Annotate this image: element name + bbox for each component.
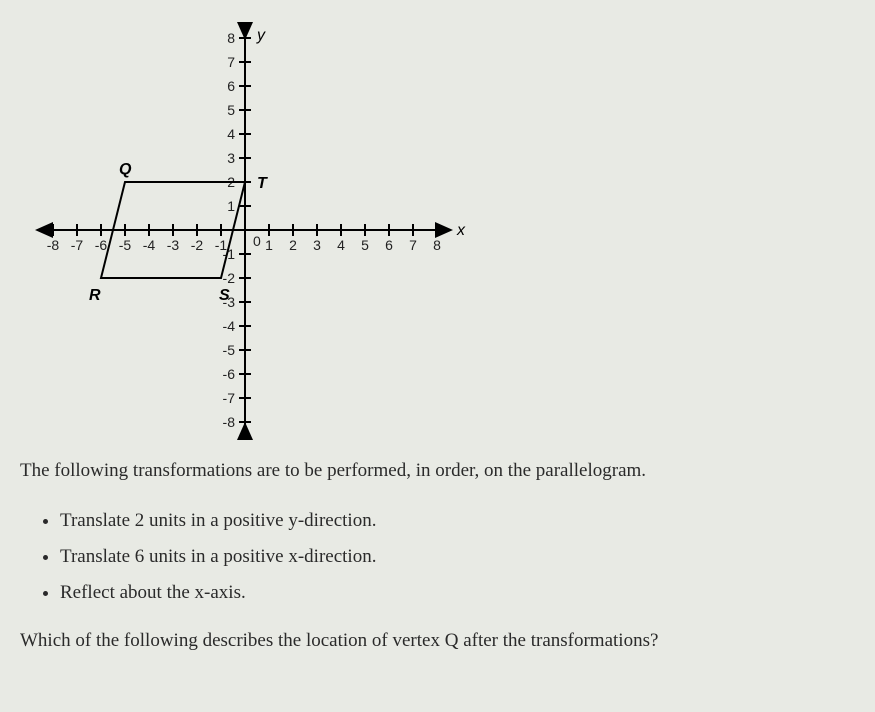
svg-text:1: 1 — [265, 237, 273, 253]
svg-text:8: 8 — [433, 237, 441, 253]
svg-text:5: 5 — [227, 102, 235, 118]
svg-text:-8: -8 — [223, 414, 236, 430]
svg-text:S: S — [219, 287, 230, 304]
svg-text:6: 6 — [385, 237, 393, 253]
svg-text:-5: -5 — [119, 237, 132, 253]
svg-text:-2: -2 — [223, 270, 236, 286]
svg-text:y: y — [256, 27, 266, 44]
svg-text:-6: -6 — [223, 366, 236, 382]
svg-text:-3: -3 — [167, 237, 180, 253]
svg-text:8: 8 — [227, 30, 235, 46]
list-item: Reflect about the x-axis. — [60, 576, 855, 610]
svg-text:3: 3 — [227, 150, 235, 166]
svg-text:R: R — [89, 287, 101, 304]
svg-text:6: 6 — [227, 78, 235, 94]
svg-text:7: 7 — [409, 237, 417, 253]
svg-text:0: 0 — [253, 233, 261, 249]
svg-text:-5: -5 — [223, 342, 236, 358]
svg-text:x: x — [456, 222, 466, 239]
svg-text:T: T — [257, 175, 268, 192]
svg-text:3: 3 — [313, 237, 321, 253]
svg-text:-7: -7 — [223, 390, 236, 406]
svg-text:-2: -2 — [191, 237, 204, 253]
question-prompt: Which of the following describes the loc… — [20, 628, 855, 655]
svg-text:7: 7 — [227, 54, 235, 70]
svg-text:2: 2 — [289, 237, 297, 253]
svg-text:-6: -6 — [95, 237, 108, 253]
svg-text:-4: -4 — [143, 237, 156, 253]
svg-text:-8: -8 — [47, 237, 60, 253]
coordinate-graph: -8-7-6-5-4-3-2-112345678-8-7-6-5-4-3-2-1… — [20, 20, 520, 440]
question-intro: The following transformations are to be … — [20, 458, 855, 485]
svg-text:Q: Q — [119, 161, 132, 178]
graph-svg: -8-7-6-5-4-3-2-112345678-8-7-6-5-4-3-2-1… — [20, 20, 520, 440]
svg-text:4: 4 — [337, 237, 345, 253]
transformation-list: Translate 2 units in a positive y-direct… — [42, 504, 855, 611]
svg-text:4: 4 — [227, 126, 235, 142]
svg-text:-4: -4 — [223, 318, 236, 334]
svg-text:1: 1 — [227, 198, 235, 214]
svg-text:-7: -7 — [71, 237, 84, 253]
list-item: Translate 6 units in a positive x-direct… — [60, 540, 855, 574]
svg-text:5: 5 — [361, 237, 369, 253]
list-item: Translate 2 units in a positive y-direct… — [60, 504, 855, 538]
